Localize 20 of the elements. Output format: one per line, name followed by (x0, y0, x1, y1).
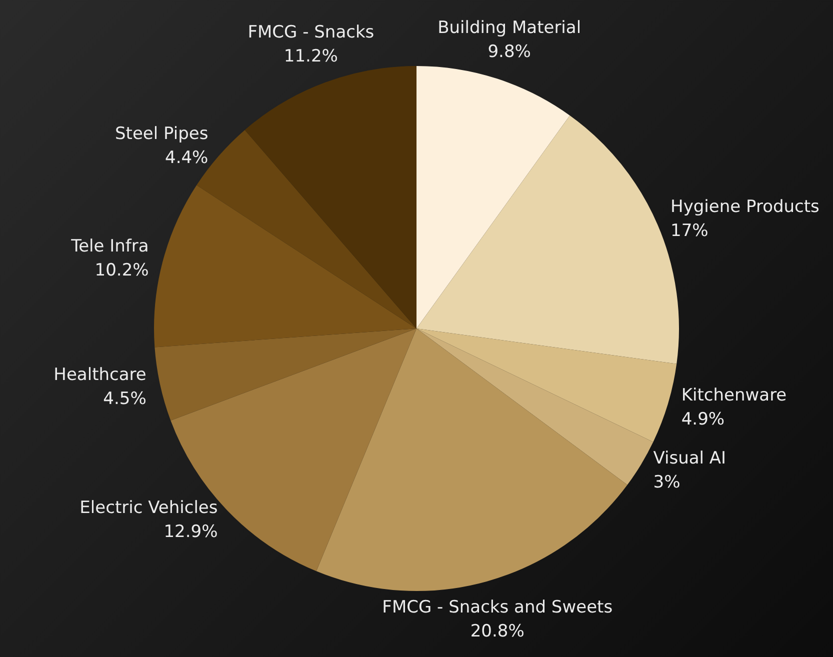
data-label: 4.9% (681, 409, 725, 430)
slice-label: Kitchenware (681, 385, 787, 406)
data-label: 17% (670, 220, 708, 241)
slice-label: Steel Pipes (115, 124, 208, 144)
data-label: 9.8% (488, 42, 531, 62)
slice-label: Building Material (438, 18, 582, 38)
slice-label: Healthcare (54, 364, 146, 385)
slice-label: Electric Vehicles (80, 498, 218, 518)
data-label: 11.2% (284, 46, 338, 66)
data-label: 20.8% (470, 621, 524, 642)
data-label: 4.5% (103, 388, 146, 409)
slice-label: FMCG - Snacks (248, 22, 374, 42)
data-label: 3% (653, 472, 680, 493)
slice-label: Visual AI (653, 448, 726, 469)
data-label: 4.4% (165, 148, 208, 168)
data-label: 10.2% (94, 260, 149, 281)
slice-label: FMCG - Snacks and Sweets (382, 597, 613, 618)
data-label: 12.9% (164, 522, 218, 542)
slice-label: Hygiene Products (670, 196, 820, 217)
slice-label: Tele Infra (70, 236, 149, 257)
